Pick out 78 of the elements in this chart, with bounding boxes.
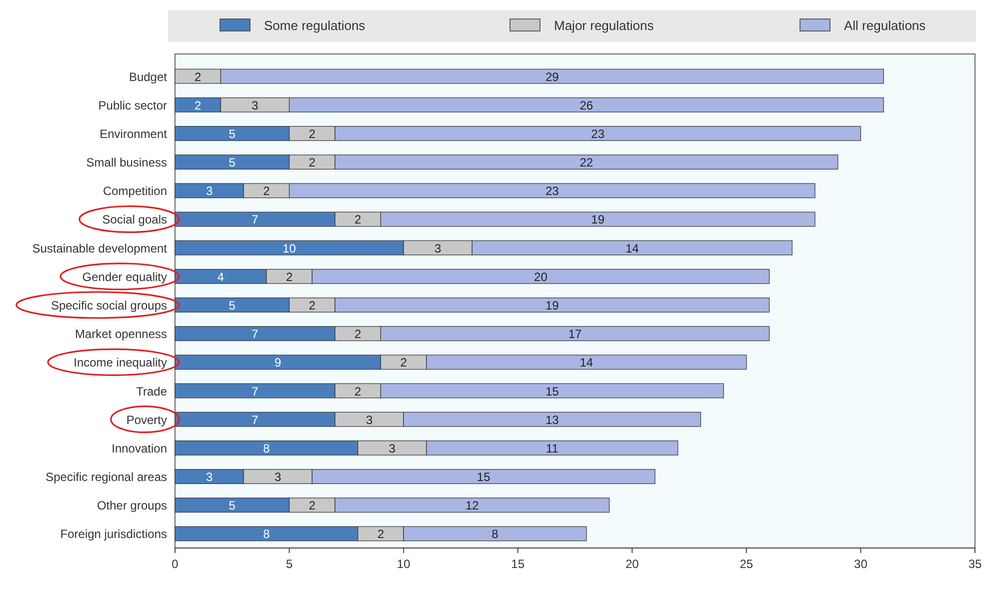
data-label: 5: [228, 156, 236, 170]
data-label: 8: [263, 527, 270, 542]
data-label: 11: [546, 441, 559, 456]
data-label: 5: [228, 298, 236, 312]
data-label: 23: [545, 184, 560, 198]
data-label: 14: [625, 241, 640, 256]
data-label: 3: [206, 470, 213, 484]
data-label: 26: [580, 98, 594, 112]
y-tick-label: Trade: [136, 384, 168, 398]
data-label: 2: [354, 212, 362, 227]
legend-label: All regulations: [844, 18, 926, 33]
data-label: 19: [591, 212, 605, 227]
data-label: 20: [534, 270, 548, 284]
data-label: 3: [388, 441, 396, 456]
x-tick-label: 10: [396, 557, 411, 571]
data-label: 7: [252, 384, 259, 398]
y-tick-label: Specific regional areas: [46, 470, 167, 484]
data-label: 5: [228, 126, 236, 141]
data-label: 2: [400, 356, 408, 370]
y-tick-label: Other groups: [96, 498, 167, 513]
x-tick-label: 35: [968, 557, 982, 571]
data-label: 3: [434, 241, 442, 256]
y-tick-label: Public sector: [98, 98, 167, 112]
data-label: 2: [194, 70, 202, 84]
data-label: 9: [274, 356, 282, 370]
data-label: 29: [545, 70, 560, 84]
data-label: 13: [545, 412, 560, 427]
data-label: 2: [354, 327, 362, 342]
y-tick-label: Poverty: [126, 412, 167, 427]
data-label: 2: [377, 527, 384, 542]
y-tick-label: Foreign jurisdictions: [60, 527, 167, 542]
data-label: 8: [492, 527, 499, 542]
data-label: 2: [354, 384, 362, 398]
data-label: 12: [465, 498, 480, 513]
data-label: 2: [194, 98, 202, 112]
y-tick-label: Market openness: [74, 327, 167, 342]
data-label: 14: [580, 356, 594, 370]
data-label: 3: [366, 412, 373, 427]
data-label: 2: [308, 126, 316, 141]
x-tick-label: 5: [286, 557, 293, 571]
data-label: 3: [274, 470, 282, 484]
data-label: 5: [228, 498, 236, 513]
x-tick-label: 0: [172, 557, 179, 571]
data-label: 23: [591, 126, 605, 141]
y-tick-label: Sustainable development: [32, 241, 168, 256]
y-tick-label: Gender equality: [82, 270, 167, 284]
x-tick-label: 25: [740, 557, 754, 571]
legend-label: Some regulations: [264, 18, 366, 33]
y-tick-label: Income inequality: [74, 356, 167, 370]
y-tick-label: Environment: [100, 126, 168, 141]
y-tick-label: Small business: [86, 156, 167, 170]
data-label: 2: [286, 270, 293, 284]
data-label: 2: [308, 156, 316, 170]
y-tick-label: Social goals: [102, 212, 167, 227]
legend-label: Major regulations: [554, 18, 654, 33]
y-tick-label: Competition: [102, 184, 167, 198]
data-label: 7: [252, 412, 259, 427]
data-label: 2: [263, 184, 270, 198]
data-label: 2: [308, 498, 316, 513]
data-label: 15: [476, 470, 491, 484]
data-label: 10: [282, 241, 296, 256]
data-label: 3: [252, 98, 259, 112]
data-label: 22: [580, 156, 594, 170]
y-tick-label: Innovation: [112, 441, 167, 456]
data-label: 3: [206, 184, 213, 198]
data-label: 7: [252, 327, 259, 342]
data-label: 17: [568, 327, 582, 342]
data-label: 15: [545, 384, 560, 398]
x-tick-label: 30: [854, 557, 868, 571]
data-label: 7: [252, 212, 259, 227]
x-tick-label: 20: [625, 557, 640, 571]
y-tick-label: Budget: [128, 70, 168, 84]
data-label: 19: [545, 298, 560, 312]
x-tick-label: 15: [511, 557, 525, 571]
data-label: 4: [217, 270, 224, 284]
y-tick-label: Specific social groups: [50, 298, 167, 312]
data-label: 8: [263, 441, 270, 456]
data-label: 2: [308, 298, 316, 312]
